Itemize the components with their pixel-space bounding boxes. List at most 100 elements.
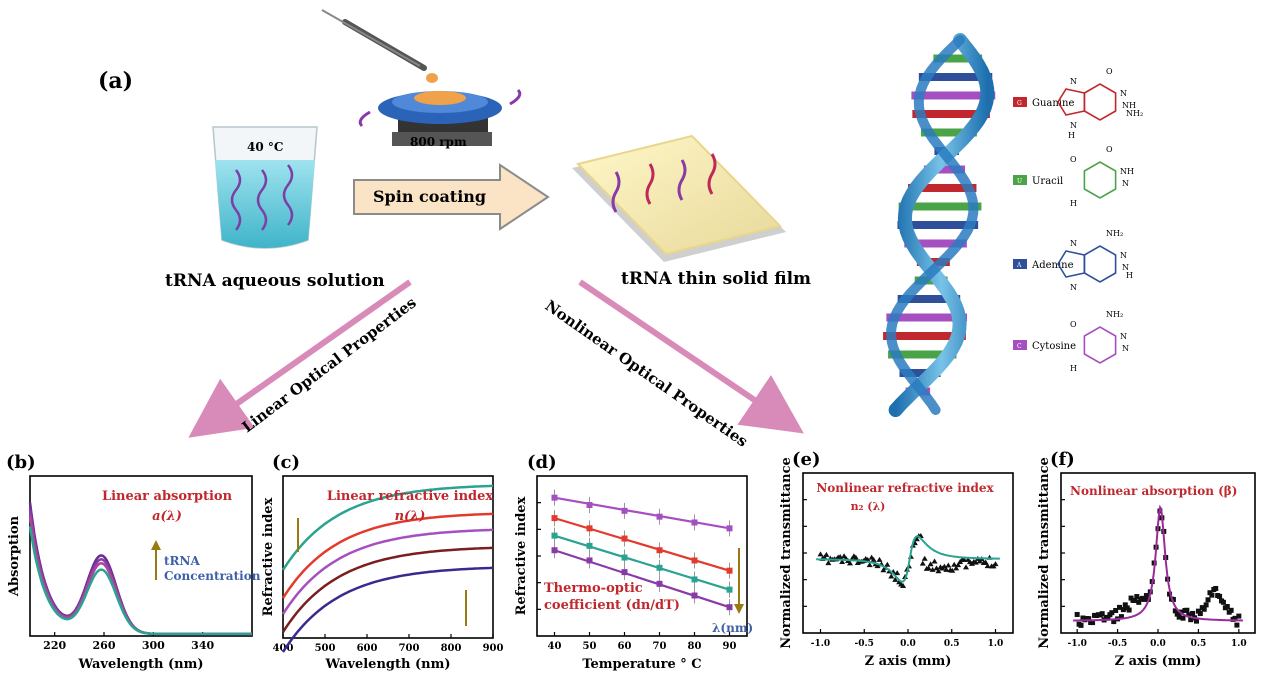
x-axis-label: Wavelength (nm) bbox=[325, 657, 451, 672]
refractive-index-curve bbox=[281, 484, 494, 571]
data-point bbox=[1134, 594, 1140, 600]
base-pair bbox=[904, 239, 967, 248]
data-point bbox=[1190, 610, 1196, 616]
chart-c: (c) 400 500 600 700 800 900 Wavelength (nm) Refr… bbox=[261, 452, 503, 672]
data-point bbox=[1078, 622, 1084, 628]
molecule-atom-label: O bbox=[1106, 145, 1113, 154]
y-axis-label: Refractive index bbox=[514, 496, 529, 615]
data-point bbox=[949, 567, 956, 573]
molecule-atom-label: NH bbox=[1122, 101, 1136, 110]
x-tick-label: 0.5 bbox=[944, 639, 960, 649]
data-point bbox=[1074, 611, 1080, 617]
molecule-atom-label: NH₂ bbox=[1106, 310, 1123, 319]
panel-a-label: (a) bbox=[98, 68, 133, 94]
molecule-atom-label: H bbox=[1070, 199, 1077, 208]
data-point bbox=[621, 507, 628, 514]
refractive-index-curve bbox=[281, 512, 494, 599]
base-pair bbox=[888, 350, 957, 359]
data-point bbox=[551, 515, 558, 522]
x-axis-label: Wavelength (nm) bbox=[78, 657, 204, 672]
data-point bbox=[1142, 596, 1148, 602]
data-point bbox=[726, 604, 733, 611]
molecule-uracil: O NH N O H bbox=[1070, 145, 1134, 208]
data-point bbox=[929, 566, 936, 572]
data-point bbox=[586, 542, 593, 549]
x-tick-label: 40 bbox=[548, 641, 562, 652]
molecule-ring bbox=[1083, 245, 1117, 283]
legend-name-guanine: Guanine bbox=[1032, 98, 1074, 109]
rna-helix-illustration bbox=[883, 33, 996, 417]
x-tick-label: 900 bbox=[483, 643, 504, 654]
data-point bbox=[656, 513, 663, 520]
data-point bbox=[1217, 593, 1223, 599]
data-point bbox=[1224, 604, 1230, 610]
linear-branch-arrow bbox=[188, 279, 412, 438]
x-tick-label: 80 bbox=[688, 641, 702, 652]
molecule-atom-label: NH₂ bbox=[1106, 229, 1123, 238]
data-point bbox=[892, 576, 899, 582]
refractive-index-curve bbox=[281, 546, 494, 633]
chart-d-arrow-label: λ(nm) bbox=[712, 621, 753, 635]
molecule-atom-label: H bbox=[1126, 271, 1133, 280]
data-point bbox=[839, 558, 846, 564]
data-point bbox=[894, 570, 901, 576]
fit-line bbox=[554, 496, 730, 530]
molecule-atom-label: N bbox=[1070, 283, 1077, 292]
legend-key: U bbox=[1017, 178, 1022, 185]
data-point bbox=[1122, 602, 1128, 608]
data-point bbox=[963, 564, 970, 570]
y-axis-label: Absorption bbox=[7, 515, 22, 597]
x-tick-label: 300 bbox=[142, 639, 165, 652]
chart-e-title: Nonlinear refractive index bbox=[816, 481, 994, 495]
data-point bbox=[884, 561, 891, 567]
fit-line bbox=[554, 534, 730, 591]
molecule-ring bbox=[1057, 250, 1086, 278]
solution-label: tRNA aqueous solution bbox=[165, 271, 385, 291]
base-pair bbox=[897, 221, 979, 229]
legend-key: A bbox=[1016, 262, 1022, 269]
x-tick-label: 0.5 bbox=[1191, 639, 1207, 649]
x-tick-label: 800 bbox=[441, 643, 462, 654]
data-point bbox=[951, 561, 958, 567]
data-point bbox=[691, 519, 698, 526]
data-point bbox=[955, 562, 962, 568]
data-point bbox=[1174, 611, 1180, 617]
data-point bbox=[1099, 611, 1105, 617]
legend-swatch bbox=[1013, 97, 1027, 107]
chart-b-annotation-2: Concentration bbox=[164, 569, 261, 583]
x-tick-label: 1.0 bbox=[988, 639, 1004, 649]
molecule-atom-label: NH bbox=[1120, 167, 1134, 176]
beaker: 40 °C bbox=[212, 126, 318, 249]
data-point bbox=[935, 568, 942, 574]
chart-d-annotation-2: coefficient (dn/dT) bbox=[544, 598, 680, 613]
data-point bbox=[876, 556, 883, 562]
concentration-arrowhead bbox=[151, 540, 161, 550]
lambda-arrowhead bbox=[734, 604, 744, 614]
x-tick-label: 50 bbox=[583, 641, 597, 652]
legend-name-cytosine: Cytosine bbox=[1032, 341, 1076, 352]
molecule-guanine: O N NH N N NH₂ H bbox=[1057, 67, 1143, 140]
data-point bbox=[1117, 604, 1123, 610]
film-label: tRNA thin solid film bbox=[621, 269, 811, 289]
x-tick-label: 260 bbox=[93, 639, 116, 652]
data-point bbox=[1228, 607, 1234, 613]
data-point bbox=[621, 569, 628, 576]
data-point bbox=[1203, 602, 1209, 608]
y-axis-label: Normalized transmittance bbox=[1037, 457, 1052, 649]
data-point bbox=[931, 558, 938, 564]
panel-label: (b) bbox=[6, 452, 36, 473]
molecule-atom-label: O bbox=[1070, 320, 1077, 329]
absorption-curve bbox=[28, 526, 252, 636]
data-point bbox=[852, 554, 859, 560]
data-point bbox=[1167, 591, 1173, 597]
spin-coating-arrow: Spin coating bbox=[353, 163, 550, 231]
panel-label: (d) bbox=[527, 452, 557, 473]
thin-film bbox=[572, 134, 786, 262]
base-pair bbox=[912, 110, 990, 118]
data-point bbox=[1186, 612, 1192, 618]
panel-a: (a) 40 °C 800 rpm Spin coat bbox=[98, 9, 1143, 451]
base-pair bbox=[923, 165, 965, 174]
data-point bbox=[927, 561, 934, 567]
